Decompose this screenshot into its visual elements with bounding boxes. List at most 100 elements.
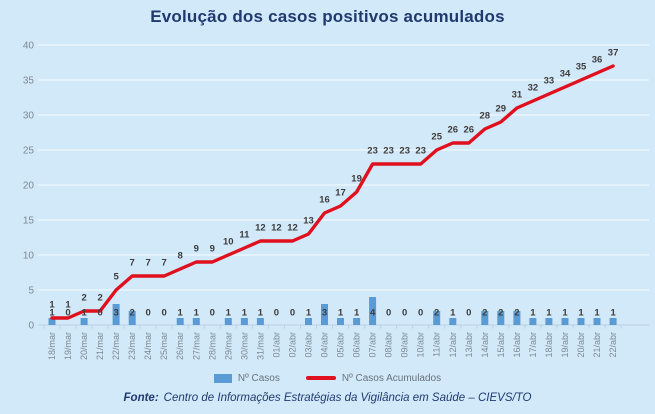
accumulated-value-label: 11 bbox=[239, 230, 250, 241]
accumulated-value-label: 23 bbox=[399, 146, 410, 157]
bar-value-label: 0 bbox=[386, 308, 391, 319]
daily-cases-bar bbox=[337, 318, 344, 325]
accumulated-value-label: 9 bbox=[210, 244, 215, 255]
daily-cases-bar bbox=[369, 297, 377, 325]
x-axis-date-label: 27/mar bbox=[191, 332, 201, 360]
bar-value-label: 0 bbox=[97, 308, 102, 319]
bar-value-label: 0 bbox=[162, 308, 167, 319]
accumulated-value-label: 1 bbox=[49, 300, 55, 311]
daily-cases-bar bbox=[256, 318, 264, 325]
x-axis-date-label: 19/abr bbox=[560, 332, 570, 358]
x-axis-date-label: 16/abr bbox=[512, 332, 522, 358]
daily-cases-bar bbox=[305, 318, 312, 325]
y-axis-tick-label: 20 bbox=[23, 181, 35, 192]
accumulated-value-label: 23 bbox=[367, 146, 378, 157]
bar-series-swatch-icon bbox=[213, 373, 232, 383]
accumulated-value-label: 12 bbox=[287, 223, 298, 234]
x-axis-date-label: 30/mar bbox=[239, 332, 249, 360]
bar-value-label: 1 bbox=[610, 308, 616, 319]
x-axis-date-label: 26/mar bbox=[175, 332, 185, 360]
daily-cases-bar bbox=[192, 318, 200, 325]
daily-cases-bar bbox=[545, 318, 553, 325]
x-axis-date-label: 25/mar bbox=[159, 332, 169, 360]
daily-cases-bar bbox=[609, 318, 617, 325]
x-axis-date-label: 31/mar bbox=[255, 332, 265, 360]
bar-value-label: 0 bbox=[290, 308, 295, 319]
x-axis-date-label: 22/abr bbox=[608, 332, 618, 358]
x-axis-date-label: 22/mar bbox=[111, 332, 121, 360]
x-axis-date-label: 28/mar bbox=[207, 332, 217, 360]
accumulated-value-label: 19 bbox=[351, 174, 362, 185]
x-axis-date-label: 15/abr bbox=[496, 332, 506, 358]
bar-value-label: 2 bbox=[498, 308, 503, 319]
bar-value-label: 0 bbox=[274, 308, 279, 319]
x-axis-date-label: 10/abr bbox=[416, 332, 426, 358]
x-axis-date-label: 13/abr bbox=[464, 332, 474, 358]
x-axis-date-label: 17/abr bbox=[528, 332, 538, 358]
accumulated-value-label: 12 bbox=[271, 223, 282, 234]
bar-value-label: 2 bbox=[514, 308, 519, 319]
bar-value-label: 0 bbox=[418, 308, 423, 319]
x-axis-date-label: 19/mar bbox=[63, 332, 73, 360]
daily-cases-bar bbox=[353, 318, 361, 325]
bar-value-label: 1 bbox=[354, 308, 360, 319]
x-axis-date-label: 01/abr bbox=[271, 332, 281, 358]
y-axis-tick-label: 10 bbox=[23, 251, 35, 262]
daily-cases-bar bbox=[497, 311, 505, 325]
bar-value-label: 1 bbox=[594, 308, 600, 319]
accumulated-cases-line bbox=[50, 64, 615, 320]
bar-value-label: 0 bbox=[65, 308, 70, 319]
accumulated-value-label: 17 bbox=[335, 188, 346, 199]
bar-value-label: 1 bbox=[546, 308, 552, 319]
x-axis-date-label: 08/abr bbox=[384, 332, 394, 358]
bar-value-label: 3 bbox=[113, 308, 118, 319]
y-axis-tick-label: 5 bbox=[28, 286, 34, 297]
y-axis-tick-label: 0 bbox=[28, 321, 34, 332]
x-axis-date-label: 14/abr bbox=[480, 332, 490, 358]
accumulated-value-label: 26 bbox=[464, 125, 475, 136]
legend-item-accumulated: Nº Casos Acumulados bbox=[305, 372, 442, 384]
x-axis-date-label: 07/abr bbox=[368, 332, 378, 358]
accumulated-value-label: 26 bbox=[448, 125, 459, 136]
accumulated-value-label: 34 bbox=[560, 69, 571, 80]
daily-cases-bar bbox=[128, 311, 136, 325]
x-axis-date-label: 23/mar bbox=[127, 332, 137, 360]
x-axis-date-label: 21/abr bbox=[592, 332, 602, 358]
daily-cases-bar bbox=[433, 311, 441, 325]
accumulated-value-label: 5 bbox=[113, 272, 119, 283]
accumulated-value-label: 35 bbox=[576, 62, 587, 73]
daily-cases-bar bbox=[593, 318, 601, 325]
accumulated-value-label: 1 bbox=[65, 300, 71, 311]
accumulated-value-label: 7 bbox=[162, 258, 167, 269]
daily-cases-bar bbox=[481, 311, 489, 325]
daily-cases-bar bbox=[80, 318, 88, 325]
accumulated-value-label: 7 bbox=[146, 258, 151, 269]
x-axis-date-label: 11/abr bbox=[432, 332, 442, 357]
daily-cases-bar bbox=[176, 318, 184, 325]
source-label: Fonte: bbox=[123, 392, 159, 404]
bar-value-label: 1 bbox=[178, 308, 184, 319]
daily-cases-bar bbox=[240, 318, 248, 325]
accumulated-value-label: 8 bbox=[178, 251, 183, 262]
y-axis-tick-label: 15 bbox=[23, 216, 35, 227]
x-axis-date-label: 18/abr bbox=[544, 332, 554, 358]
x-axis-date-label: 21/mar bbox=[95, 332, 105, 360]
bar-value-label: 2 bbox=[130, 308, 135, 319]
y-axis-tick-label: 40 bbox=[23, 41, 35, 52]
bar-value-label: 2 bbox=[434, 308, 439, 319]
y-axis-tick-label: 25 bbox=[23, 146, 35, 157]
daily-cases-bar bbox=[321, 304, 328, 325]
legend-label-accumulated: Nº Casos Acumulados bbox=[341, 372, 442, 384]
bar-value-label: 0 bbox=[402, 308, 407, 319]
x-axis-date-label: 18/mar bbox=[47, 332, 57, 360]
chart-title: Evolução dos casos positivos acumulados bbox=[150, 7, 505, 26]
accumulated-value-label: 31 bbox=[512, 90, 523, 101]
accumulated-value-label: 28 bbox=[480, 111, 491, 122]
bar-value-label: 1 bbox=[81, 308, 87, 319]
bar-value-label: 1 bbox=[226, 308, 232, 319]
accumulated-value-label: 16 bbox=[319, 195, 330, 206]
bar-value-label: 0 bbox=[146, 308, 151, 319]
accumulated-value-label: 32 bbox=[528, 83, 539, 94]
